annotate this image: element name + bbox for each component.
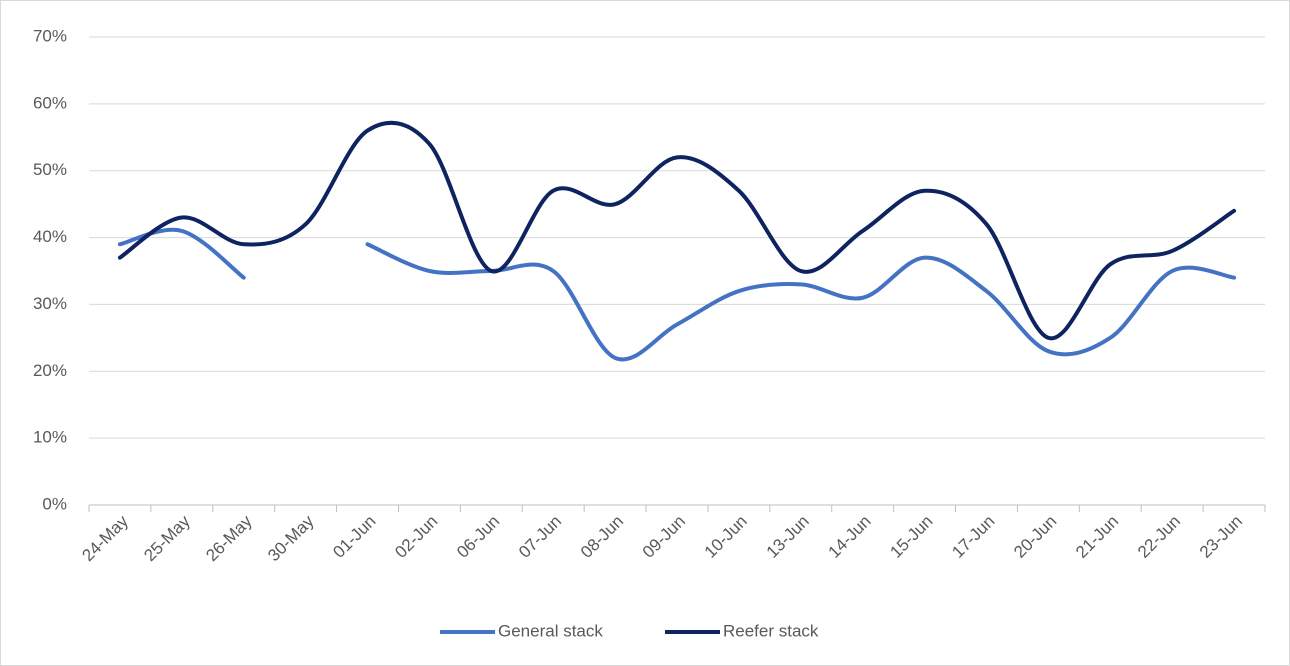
- y-tick-label: 30%: [33, 294, 67, 313]
- y-tick-label: 60%: [33, 93, 67, 112]
- y-tick-label: 10%: [33, 428, 67, 447]
- y-tick-label: 20%: [33, 361, 67, 380]
- legend-label: General stack: [498, 621, 603, 640]
- legend-label: Reefer stack: [723, 621, 819, 640]
- series-line: [117, 120, 1237, 340]
- series-line: [117, 227, 1237, 362]
- y-tick-label: 70%: [33, 26, 67, 45]
- y-tick-label: 50%: [33, 160, 67, 179]
- y-tick-label: 0%: [42, 494, 67, 513]
- y-tick-label: 40%: [33, 227, 67, 246]
